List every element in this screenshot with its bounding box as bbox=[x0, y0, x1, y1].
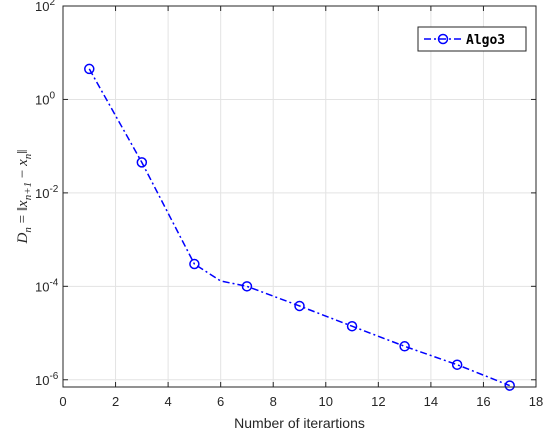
y-tick-base: 10 bbox=[35, 373, 49, 388]
y-axis-title: Dn = ‖xn+1 − xn‖ bbox=[15, 150, 34, 245]
y-tick-base: 10 bbox=[35, 0, 49, 14]
svg-text:Dn = ‖xn+1 − xn‖: Dn = ‖xn+1 − xn‖ bbox=[15, 150, 34, 245]
ylabel-eq: = ‖ bbox=[15, 207, 31, 227]
y-tick-label: 100 bbox=[35, 90, 55, 107]
plot-frame bbox=[62, 5, 537, 388]
series-line-algo3 bbox=[88, 68, 510, 387]
y-tick-exponent: -2 bbox=[49, 184, 58, 195]
y-tick-exponent: 0 bbox=[49, 90, 55, 101]
y-tick-base: 10 bbox=[35, 186, 49, 201]
y-tick-exponent: -4 bbox=[49, 277, 58, 288]
data-point bbox=[84, 63, 95, 75]
y-tick-exponent: -6 bbox=[49, 371, 58, 382]
x-tick-label: 12 bbox=[371, 394, 385, 409]
ticks bbox=[62, 5, 537, 387]
data-point bbox=[241, 281, 253, 292]
y-tick-label: 10-2 bbox=[35, 184, 59, 201]
x-tick-labels: 0 2 4 6 8 10 12 14 16 18 bbox=[59, 394, 543, 409]
ylabel-x2: x bbox=[15, 159, 31, 167]
data-point bbox=[189, 258, 200, 270]
x-tick-label: 4 bbox=[164, 394, 171, 409]
data-point bbox=[294, 300, 305, 312]
x-tick-label: 18 bbox=[529, 394, 543, 409]
data-point bbox=[346, 320, 358, 332]
data-point bbox=[399, 341, 410, 352]
ylabel-minus: − bbox=[15, 166, 31, 182]
ylabel-x1-sub: n+1 bbox=[22, 182, 34, 200]
ylabel-lhs: D bbox=[15, 232, 31, 244]
data-point bbox=[504, 380, 515, 391]
y-tick-label: 10-4 bbox=[35, 277, 59, 294]
ylabel-close: ‖ bbox=[15, 150, 31, 154]
y-tick-label: 102 bbox=[35, 0, 55, 14]
plot-area bbox=[63, 6, 536, 387]
legend-marker bbox=[437, 33, 449, 45]
x-tick-label: 10 bbox=[319, 394, 333, 409]
x-axis-title: Number of iterartions bbox=[234, 415, 365, 431]
x-tick-label: 0 bbox=[59, 394, 66, 409]
legend-label: Algo3 bbox=[466, 33, 505, 48]
x-tick-label: 14 bbox=[424, 394, 438, 409]
x-tick-label: 6 bbox=[217, 394, 224, 409]
ylabel-x2-sub: n bbox=[22, 153, 34, 159]
x-tick-label: 16 bbox=[476, 394, 490, 409]
y-tick-exponent: 2 bbox=[49, 0, 55, 8]
legend: Algo3 bbox=[417, 26, 527, 52]
x-tick-label: 8 bbox=[270, 394, 277, 409]
y-tick-label: 10-6 bbox=[35, 371, 59, 388]
y-tick-base: 10 bbox=[35, 92, 49, 107]
x-tick-label: 2 bbox=[112, 394, 119, 409]
data-point bbox=[451, 359, 463, 370]
ylabel-lhs-sub: n bbox=[22, 227, 34, 233]
y-tick-base: 10 bbox=[35, 279, 49, 294]
ylabel-x1: x bbox=[15, 200, 31, 208]
data-point bbox=[136, 157, 148, 168]
series-layer bbox=[84, 63, 515, 391]
